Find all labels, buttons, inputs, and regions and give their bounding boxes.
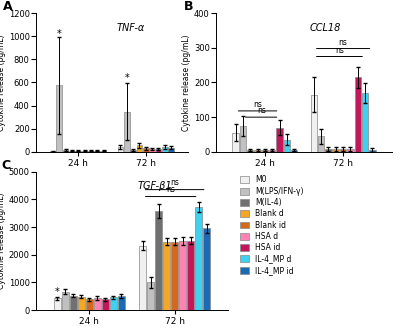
Text: TGF-β1: TGF-β1: [138, 181, 172, 191]
Text: ns: ns: [166, 185, 175, 194]
Text: ns: ns: [170, 179, 179, 187]
Bar: [50, 151, 56, 152]
Bar: [291, 150, 298, 152]
Text: ns: ns: [335, 46, 344, 55]
Bar: [82, 151, 87, 152]
Text: *: *: [55, 287, 60, 297]
Bar: [101, 151, 106, 152]
Bar: [195, 207, 202, 310]
Bar: [69, 151, 75, 152]
Bar: [187, 241, 194, 310]
Bar: [240, 126, 246, 152]
Bar: [362, 93, 368, 152]
Bar: [254, 150, 261, 152]
Bar: [318, 136, 324, 152]
Bar: [110, 297, 117, 310]
Text: *: *: [57, 29, 62, 39]
Bar: [78, 297, 85, 310]
Bar: [70, 295, 77, 310]
Y-axis label: Cytokine release (pg/mL): Cytokine release (pg/mL): [0, 193, 6, 289]
Bar: [163, 242, 170, 310]
Bar: [269, 150, 276, 152]
Bar: [149, 149, 155, 152]
Bar: [118, 296, 125, 310]
Bar: [139, 246, 146, 310]
Text: TNF-α: TNF-α: [116, 23, 144, 33]
Text: ns: ns: [253, 100, 262, 109]
Text: *: *: [124, 73, 129, 83]
Bar: [332, 149, 339, 152]
Bar: [124, 112, 130, 152]
Bar: [284, 140, 290, 152]
Bar: [276, 127, 283, 152]
Bar: [94, 298, 101, 310]
Text: CCL18: CCL18: [310, 23, 341, 33]
Bar: [325, 149, 332, 152]
Bar: [162, 147, 168, 152]
Bar: [130, 150, 136, 152]
Bar: [340, 149, 346, 152]
Bar: [247, 150, 254, 152]
Bar: [369, 150, 376, 152]
Text: ns: ns: [257, 106, 266, 116]
Bar: [168, 148, 174, 152]
Bar: [86, 299, 93, 310]
Bar: [54, 298, 61, 310]
Bar: [56, 85, 62, 152]
Bar: [143, 148, 148, 152]
Bar: [310, 95, 317, 152]
Bar: [203, 228, 210, 310]
Text: A: A: [2, 0, 12, 14]
Text: C: C: [2, 159, 10, 172]
Bar: [102, 299, 109, 310]
Bar: [76, 151, 81, 152]
Bar: [137, 146, 142, 152]
Bar: [155, 211, 162, 310]
Legend: M0, M(LPS/IFN-γ), M(IL-4), Blank d, Blank id, HSA d, HSA id, IL-4_MP d, IL-4_MP : M0, M(LPS/IFN-γ), M(IL-4), Blank d, Blan…: [240, 176, 304, 275]
Bar: [232, 133, 239, 152]
Text: ns: ns: [339, 38, 348, 47]
Bar: [62, 292, 69, 310]
Text: B: B: [184, 0, 194, 14]
Bar: [63, 150, 68, 152]
Y-axis label: Cytokine release (pg/mL): Cytokine release (pg/mL): [182, 34, 191, 131]
Bar: [94, 151, 100, 152]
Bar: [347, 149, 354, 152]
Bar: [179, 241, 186, 310]
Bar: [118, 148, 123, 152]
Bar: [147, 282, 154, 310]
Bar: [262, 150, 268, 152]
Bar: [171, 242, 178, 310]
Bar: [354, 77, 361, 152]
Y-axis label: Cytokine release (pg/mL): Cytokine release (pg/mL): [0, 34, 6, 131]
Bar: [156, 149, 161, 152]
Bar: [88, 151, 94, 152]
